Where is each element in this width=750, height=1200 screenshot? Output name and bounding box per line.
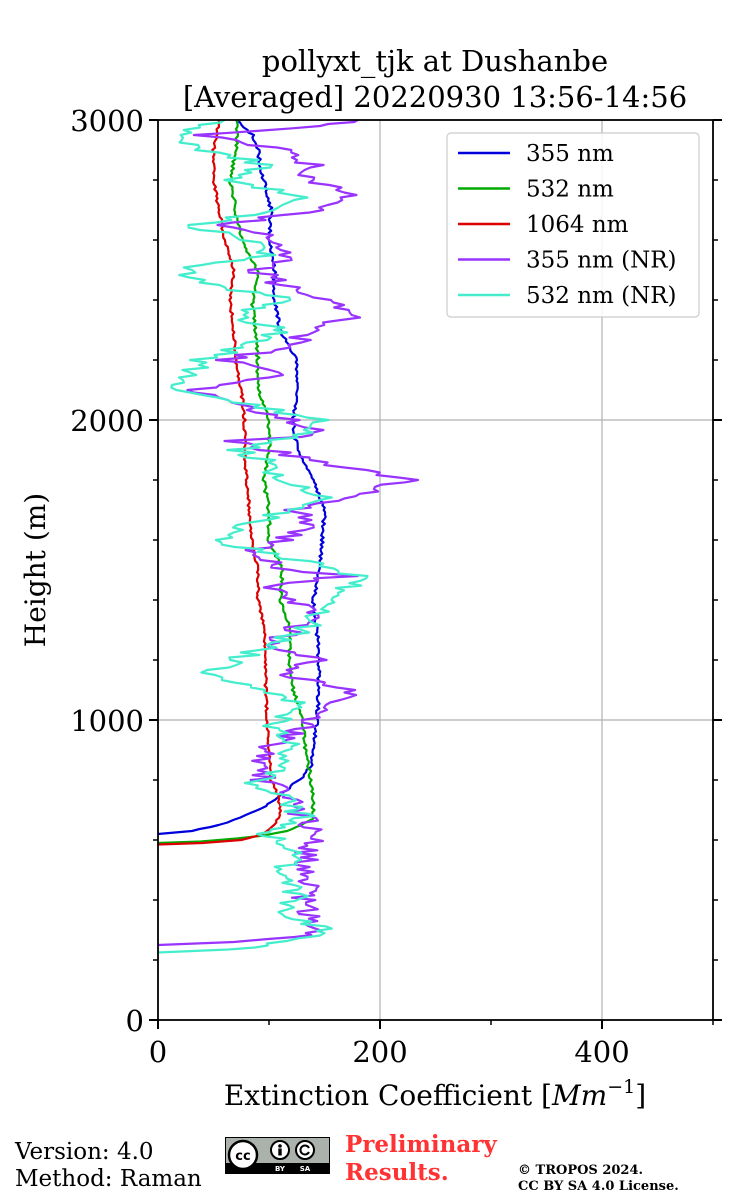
x-axis-label-exponent: −1 [607, 1076, 635, 1098]
preliminary-line2: Results. [345, 1159, 449, 1186]
plot-frame [157, 119, 714, 1021]
legend-label: 532 nm [526, 177, 614, 203]
y-axis-label: Height (m) [19, 493, 52, 647]
x-axis-label: Extinction Coefficient [Mm−1] [224, 1076, 646, 1112]
axis-ticks: 0 1000 2000 3000 0 200 400 [70, 104, 722, 1069]
y-tick-label: 1000 [70, 704, 144, 738]
method-label: Method: Raman [15, 1166, 202, 1192]
legend-box [446, 132, 700, 318]
series-line-355-nm-nr- [158, 120, 420, 947]
x-tick-label: 0 [149, 1035, 167, 1069]
x-tick-label: 200 [352, 1035, 407, 1069]
legend-label: 355 nm (NR) [526, 248, 677, 274]
chart-title-line2: [Averaged] 20220930 13:56-14:56 [183, 80, 687, 114]
version-label: Version: 4.0 [15, 1139, 154, 1165]
y-tick-label: 2000 [70, 404, 144, 438]
x-tick-label: 400 [574, 1035, 629, 1069]
y-tick-label: 3000 [70, 104, 144, 138]
legend-label: 532 nm (NR) [526, 283, 677, 309]
legend-label: 355 nm [526, 141, 614, 167]
legend-entries: 355 nm 532 nm 1064 nm 355 nm (NR) 532 nm (NR… [458, 141, 677, 309]
preliminary-results-note: Preliminary Results. [345, 1131, 497, 1187]
series-line-532-nm-nr- [158, 120, 369, 954]
cc-by-sa-license-icon: cc BY SA [225, 1137, 330, 1174]
copyright-line1: © TROPOS 2024. [518, 1163, 644, 1178]
cc-badge-by-text: BY [275, 1165, 286, 1173]
x-axis-label-main: Extinction Coefficient [ [224, 1079, 552, 1112]
preliminary-line1: Preliminary [345, 1131, 497, 1158]
extinction-profile-chart: pollyxt_tjk at Dushanbe [Averaged] 20220… [19, 44, 722, 1112]
legend-label: 1064 nm [526, 212, 629, 238]
y-tick-label: 0 [126, 1004, 144, 1038]
x-axis-label-unit: Mm [551, 1079, 607, 1112]
copyright-note: © TROPOS 2024. CC BY SA 4.0 License. [518, 1163, 679, 1195]
series-lines [158, 120, 420, 954]
cc-badge-sa-text: SA [300, 1165, 311, 1173]
chart-title-line1: pollyxt_tjk at Dushanbe [262, 44, 608, 79]
legend: 355 nm 532 nm 1064 nm 355 nm (NR) 532 nm (NR… [446, 132, 700, 318]
cc-badge-cc-text: cc [235, 1149, 250, 1164]
series-line-1064-nm [158, 120, 282, 846]
series-line-355-nm [158, 120, 327, 836]
x-axis-label-end: ] [635, 1079, 646, 1112]
copyright-line2: CC BY SA 4.0 License. [518, 1179, 679, 1194]
